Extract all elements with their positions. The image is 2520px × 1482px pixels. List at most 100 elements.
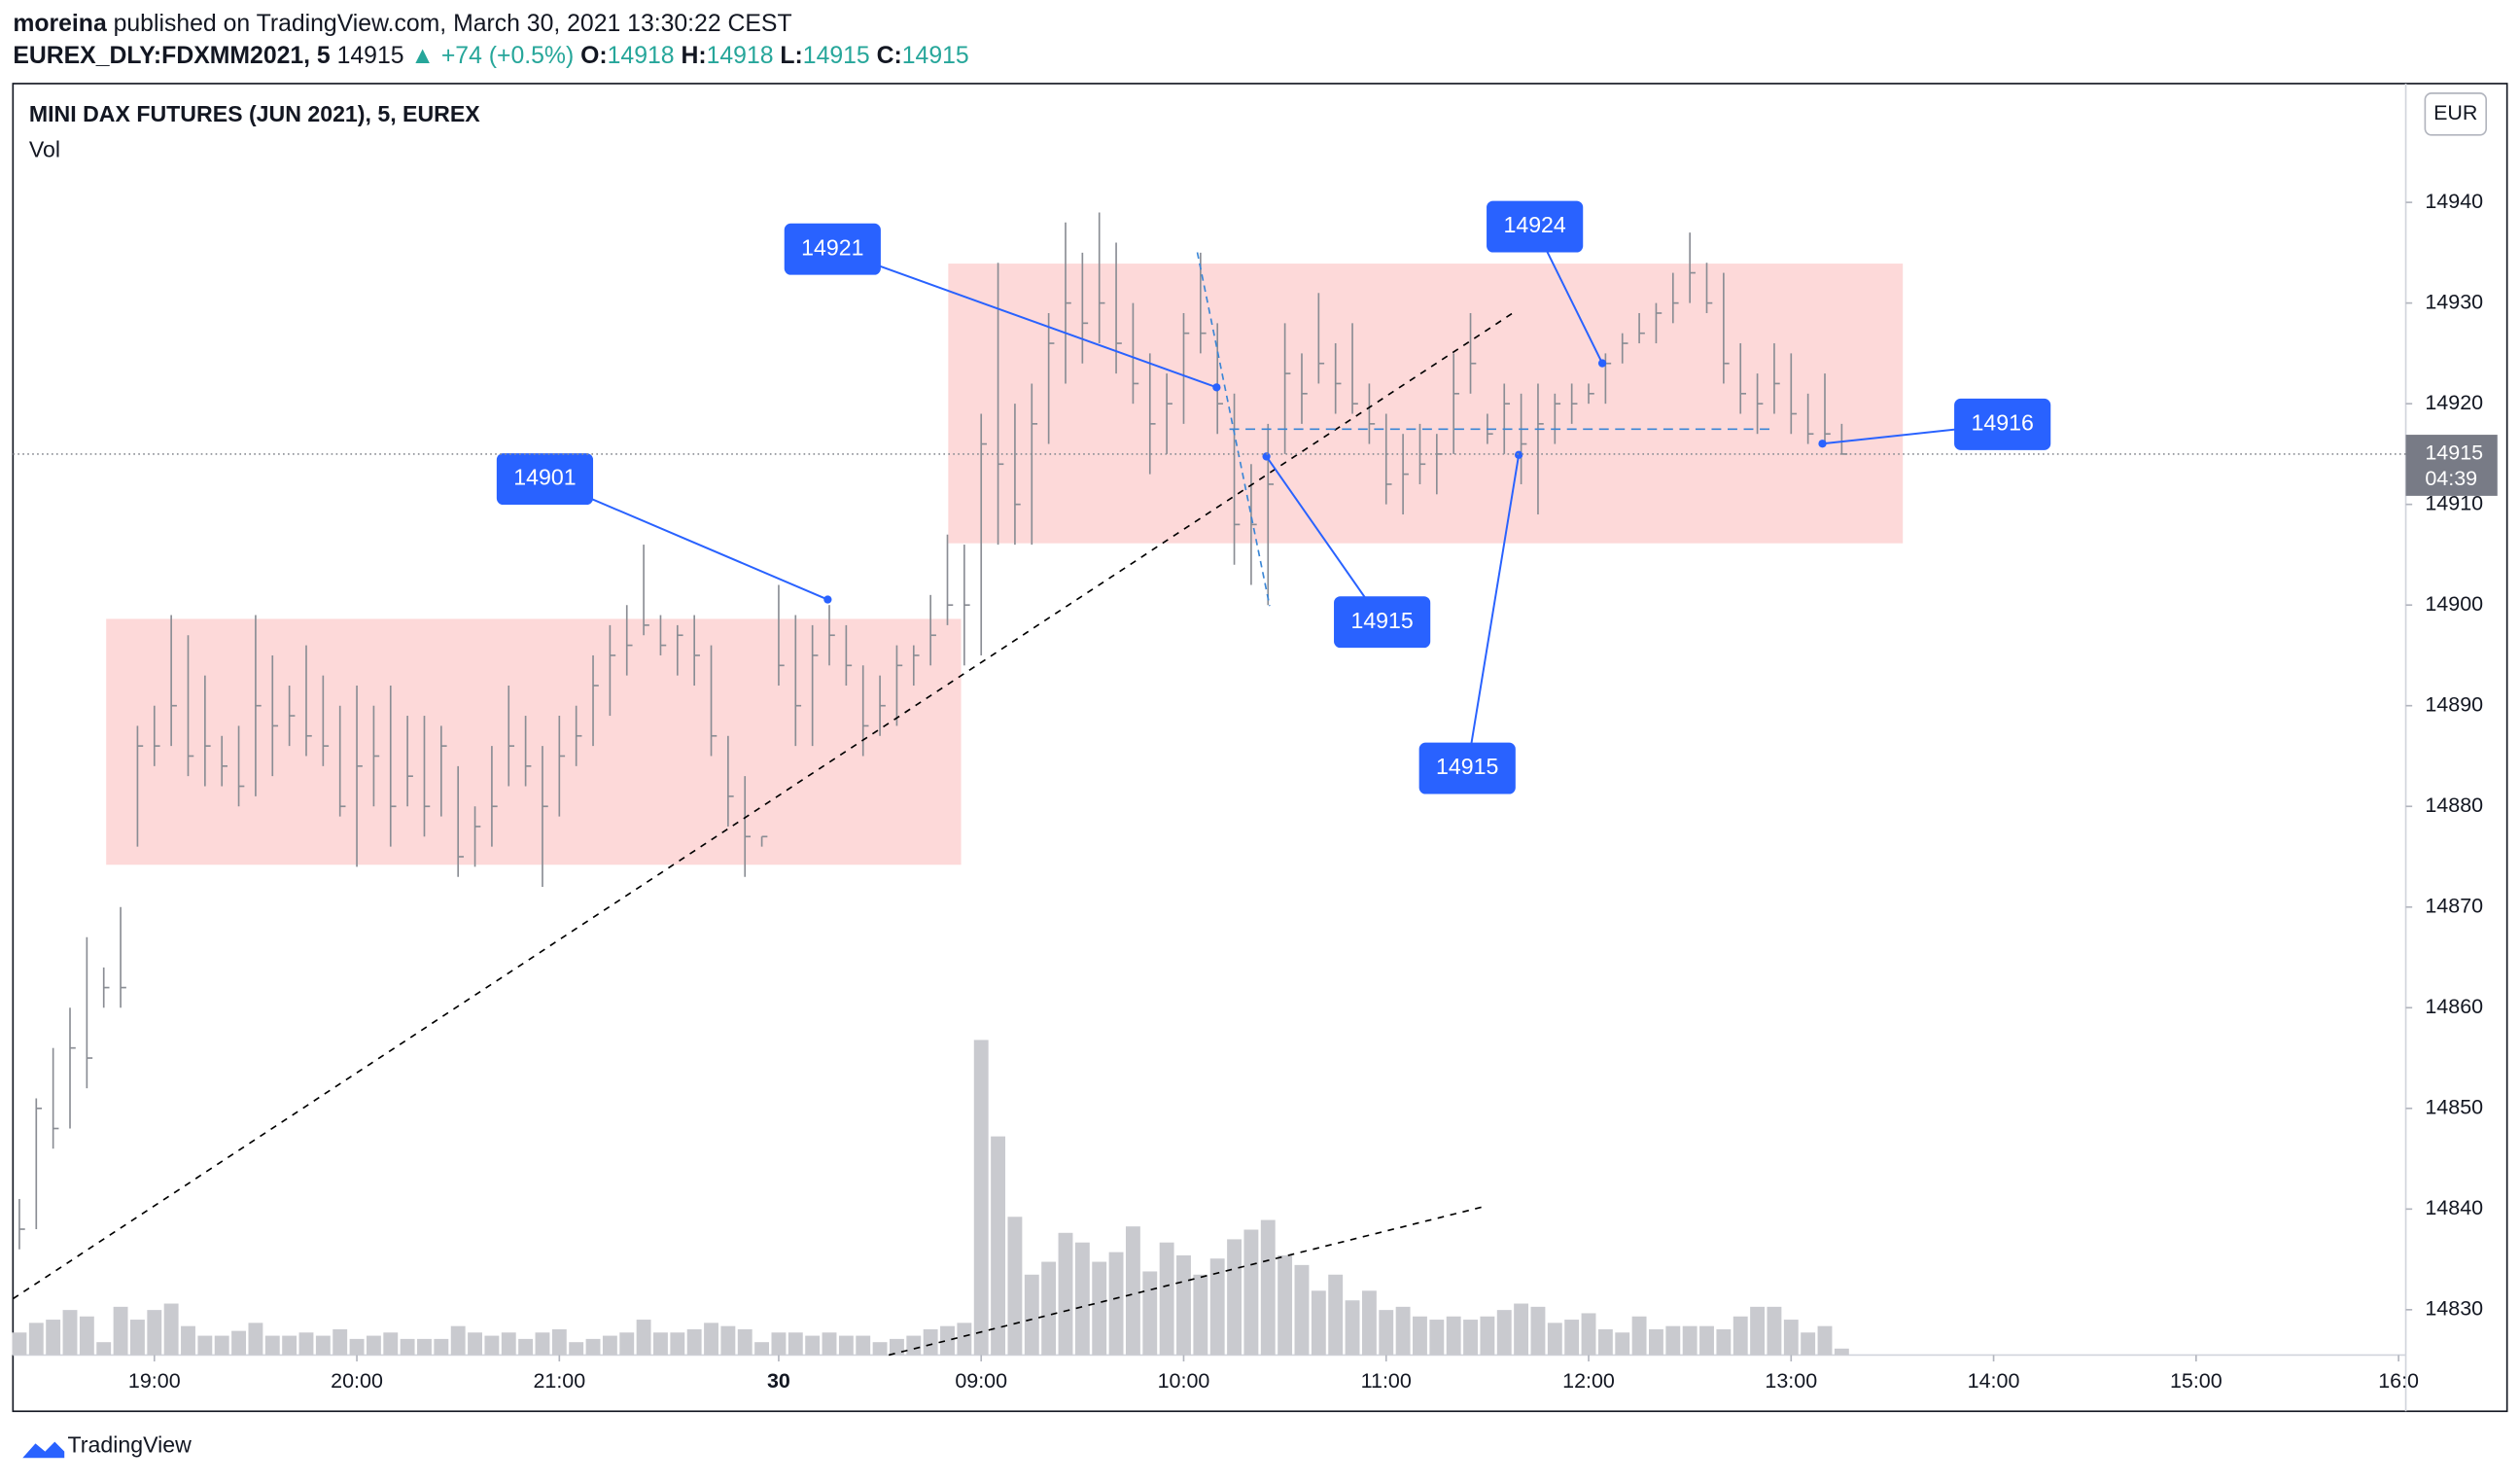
volume-bar xyxy=(28,1323,44,1356)
volume-bar xyxy=(585,1338,601,1356)
volume-bar xyxy=(1024,1274,1039,1356)
o-label: O: xyxy=(580,42,608,68)
volume-bar xyxy=(1227,1239,1242,1356)
volume-bar xyxy=(214,1335,229,1356)
symbol: EUREX_DLY:FDXMM2021, 5 xyxy=(13,42,331,68)
y-tick-label: 14940 xyxy=(2425,190,2483,213)
logo-icon xyxy=(22,1441,65,1459)
volume-bar xyxy=(231,1330,247,1356)
chart-title: MINI DAX FUTURES (JUN 2021), 5, EUREX xyxy=(29,101,480,126)
volume-bar xyxy=(366,1335,381,1356)
volume-bar xyxy=(1750,1306,1766,1356)
volume-bar xyxy=(501,1332,516,1356)
volume-bar xyxy=(1682,1325,1698,1356)
volume-bar xyxy=(1463,1320,1478,1356)
author: moreina xyxy=(13,10,107,36)
volume-bar xyxy=(1665,1325,1681,1356)
volume-bar xyxy=(248,1323,263,1356)
h-value: 14918 xyxy=(707,42,774,68)
volume-bar xyxy=(163,1303,179,1356)
y-tick-label: 14930 xyxy=(2425,290,2483,313)
volume-bar xyxy=(1783,1320,1799,1356)
callout-leader xyxy=(831,248,1217,389)
volume-bar xyxy=(1092,1261,1107,1356)
volume-bar xyxy=(468,1332,482,1356)
callout-box xyxy=(1954,398,2051,450)
volume-bar xyxy=(417,1338,432,1356)
callout-box xyxy=(1487,200,1584,253)
volume-bar xyxy=(1395,1306,1411,1356)
volume-bar xyxy=(1767,1306,1782,1356)
callout-leader xyxy=(1466,454,1521,769)
chart-frame xyxy=(12,83,2508,1413)
volume-bar xyxy=(1716,1328,1732,1356)
volume-bar xyxy=(1278,1254,1293,1356)
x-tick-label: 20:00 xyxy=(331,1369,383,1393)
c-value: 14915 xyxy=(902,42,969,68)
volume-bar xyxy=(1311,1290,1326,1356)
y-tick-label: 14900 xyxy=(2425,592,2483,616)
volume-bar xyxy=(940,1325,955,1356)
volume-bar xyxy=(991,1136,1006,1356)
volume-bar xyxy=(1801,1332,1816,1356)
volume-bar xyxy=(1142,1271,1158,1356)
l-label: L: xyxy=(780,42,802,68)
callout-box xyxy=(496,453,594,506)
volume-bar xyxy=(872,1342,888,1356)
volume-bar xyxy=(1564,1320,1580,1356)
volume-bar xyxy=(129,1320,145,1356)
volume-bar xyxy=(1193,1274,1208,1356)
x-tick-label: 19:00 xyxy=(128,1369,181,1393)
trend-line xyxy=(12,309,1518,1300)
volume-bar xyxy=(788,1332,803,1356)
x-tick-label: 16:0 xyxy=(2378,1369,2419,1393)
y-tick-label: 14850 xyxy=(2425,1095,2483,1118)
volume-bar xyxy=(400,1338,415,1356)
volume-bar xyxy=(113,1306,128,1356)
volume-bar xyxy=(1176,1254,1191,1356)
volume-bar xyxy=(298,1332,314,1356)
x-tick-label: 12:00 xyxy=(1562,1369,1615,1393)
y-tick-label: 14880 xyxy=(2425,794,2483,817)
x-tick-label: 14:00 xyxy=(1968,1369,2020,1393)
footer-brand: TradingView xyxy=(68,1432,192,1458)
volume-bar xyxy=(1108,1252,1124,1356)
y-tick-label: 14860 xyxy=(2425,995,2483,1018)
volume-bar xyxy=(434,1338,449,1356)
volume-bar xyxy=(653,1332,668,1356)
callout-anchor xyxy=(1597,359,1607,368)
callout-leader xyxy=(1265,455,1383,623)
volume-bar xyxy=(1631,1316,1647,1356)
volume-bar xyxy=(450,1325,466,1356)
volume-bar xyxy=(805,1335,821,1356)
volume-bar xyxy=(315,1335,331,1356)
volume-bar xyxy=(264,1335,280,1356)
volume-bar xyxy=(12,1332,27,1356)
callout-label: 14915 xyxy=(1436,754,1498,779)
volume-bar xyxy=(737,1328,752,1356)
volume-bar xyxy=(1530,1306,1546,1356)
volume-bar xyxy=(1209,1258,1225,1356)
bar-layer xyxy=(18,212,1848,1250)
y-tick-label: 14870 xyxy=(2425,894,2483,917)
volume-bar xyxy=(973,1040,989,1356)
volume-bar xyxy=(1260,1219,1276,1356)
x-tick-label: 09:00 xyxy=(955,1369,1007,1393)
x-tick-label: 21:00 xyxy=(533,1369,585,1393)
volume-bar xyxy=(1834,1348,1849,1356)
callout-label: 14924 xyxy=(1503,212,1565,237)
volume-bar xyxy=(720,1325,736,1356)
volume-bar xyxy=(518,1338,534,1356)
y-tick-label: 14840 xyxy=(2425,1196,2483,1219)
volume-bar xyxy=(1159,1242,1174,1356)
callout-anchor xyxy=(1514,450,1523,459)
x-tick-label: 15:00 xyxy=(2170,1369,2222,1393)
volume-bar xyxy=(957,1323,972,1356)
symbol-line: EUREX_DLY:FDXMM2021, 5 14915 ▲ +74 (+0.5… xyxy=(13,42,968,68)
volume-bar xyxy=(1328,1274,1344,1356)
volume-bar xyxy=(1480,1316,1495,1356)
callout-label: 14921 xyxy=(801,234,863,260)
volume-bar xyxy=(1007,1217,1023,1356)
x-tick-label: 30 xyxy=(767,1369,790,1393)
